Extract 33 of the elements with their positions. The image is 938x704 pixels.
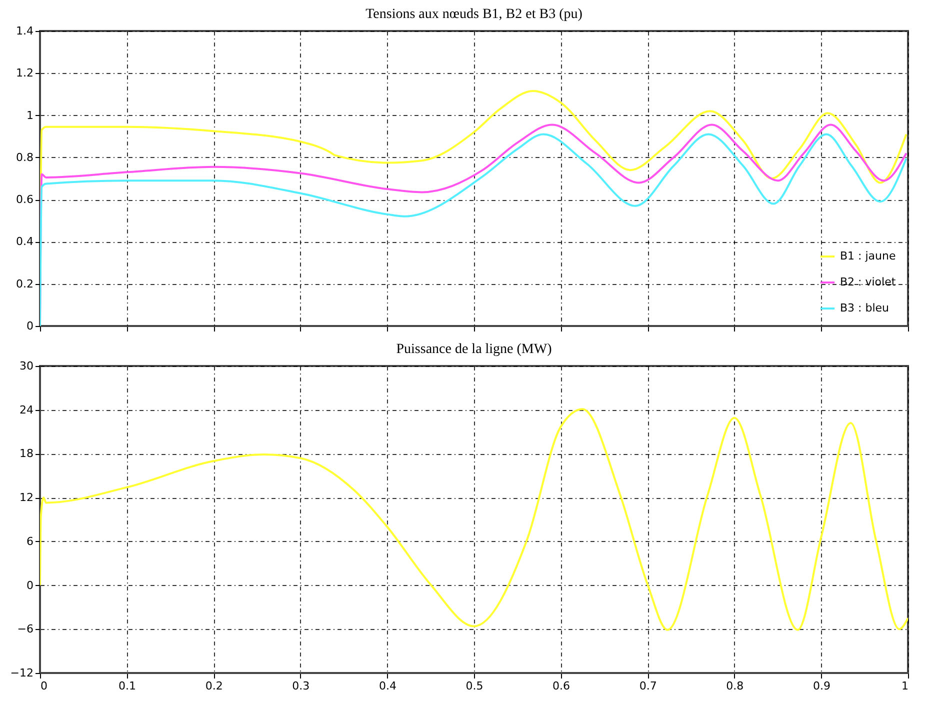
y-tick-label: 12 bbox=[20, 491, 34, 504]
y-tick-label: 30 bbox=[20, 360, 34, 372]
x-tick-label: 0 bbox=[40, 680, 48, 692]
y-tick-label: 0 bbox=[26, 578, 34, 592]
y-tick-label: 0.2 bbox=[16, 277, 34, 290]
line-series bbox=[40, 408, 908, 631]
y-tick-label: 1.2 bbox=[16, 66, 34, 80]
legend-label: B1 : jaune bbox=[840, 250, 896, 262]
chart-title: Puissance de la ligne (MW) bbox=[396, 342, 552, 357]
legend-label: B2 : violet bbox=[840, 276, 896, 288]
x-tick-label: 0.5 bbox=[466, 680, 484, 692]
y-tick-label: 0.6 bbox=[16, 193, 34, 206]
x-tick-label: 0.4 bbox=[378, 680, 396, 692]
x-tick-label: 0.9 bbox=[812, 680, 830, 692]
x-tick-label: 0.7 bbox=[639, 680, 657, 692]
x-tick-label: 0.8 bbox=[726, 680, 744, 692]
legend-label: B3 : bleu bbox=[840, 302, 890, 314]
y-tick-label: −6 bbox=[17, 622, 34, 636]
x-tick-label: 1 bbox=[902, 680, 908, 692]
x-tick-label: 0.6 bbox=[552, 680, 570, 692]
y-tick-label: 1 bbox=[26, 108, 34, 122]
x-tick-label: 0.2 bbox=[205, 680, 223, 692]
chart-title: Tensions aux nœuds B1, B2 et B3 (pu) bbox=[366, 7, 583, 22]
x-tick-label: 0.3 bbox=[292, 680, 310, 692]
y-tick-label: 24 bbox=[20, 403, 34, 416]
y-tick-label: 0 bbox=[26, 320, 34, 332]
x-tick-label: 0.1 bbox=[118, 680, 136, 692]
y-tick-label: 1.4 bbox=[16, 24, 34, 38]
y-tick-label: 18 bbox=[20, 447, 34, 460]
y-tick-label: 0.8 bbox=[16, 150, 34, 164]
y-tick-label: 0.4 bbox=[16, 235, 34, 248]
y-tick-label: 6 bbox=[26, 534, 34, 548]
y-tick-label: −12 bbox=[10, 666, 34, 680]
